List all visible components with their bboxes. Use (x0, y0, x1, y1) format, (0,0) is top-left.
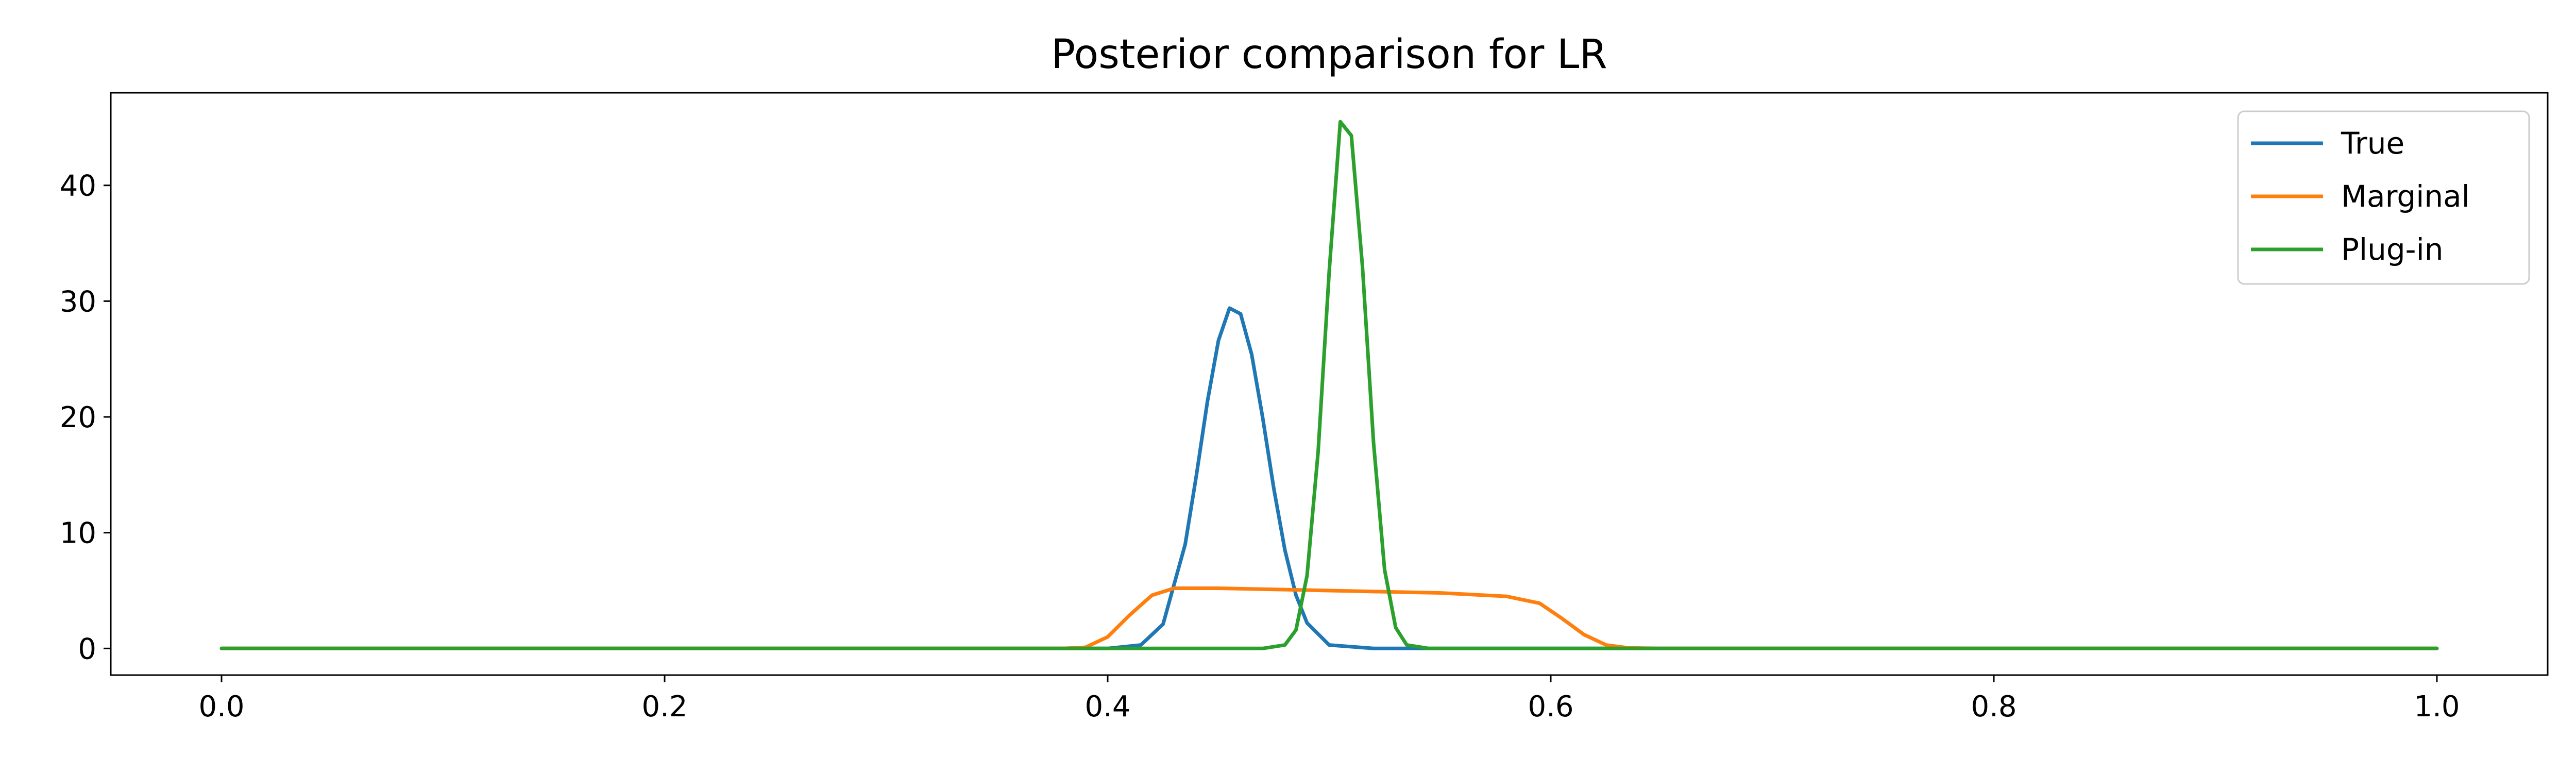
series-line-true (219, 306, 2439, 650)
x-tick-label: 0.0 (198, 690, 244, 724)
x-tick-label: 1.0 (2414, 690, 2460, 724)
x-tick-label: 0.2 (641, 690, 687, 724)
axes-layer: 0.0 0.2 0.4 0.6 0.8 1.0 0 10 20 30 40 (60, 92, 2549, 724)
series-layer (219, 120, 2439, 650)
y-tick-label: 40 (60, 170, 96, 203)
axes-frame (110, 92, 2549, 676)
series-line-marginal (219, 586, 2439, 650)
legend-label: True (2341, 126, 2404, 161)
x-tick-label: 0.6 (1528, 690, 1573, 724)
chart-title: Posterior comparison for LR (1051, 31, 1607, 78)
x-tick-label: 0.4 (1084, 690, 1130, 724)
y-tick-label: 10 (60, 517, 96, 550)
y-tick-label: 0 (78, 632, 96, 666)
legend-label: Plug-in (2341, 232, 2443, 267)
legend-label: Marginal (2341, 179, 2470, 214)
series-line-plug-in (219, 120, 2439, 650)
legend: True Marginal Plug-in (2237, 110, 2530, 285)
x-tick-label: 0.8 (1971, 690, 2016, 724)
y-tick-label: 30 (60, 285, 96, 318)
y-tick-label: 20 (60, 401, 96, 434)
legend-box (2237, 110, 2530, 285)
